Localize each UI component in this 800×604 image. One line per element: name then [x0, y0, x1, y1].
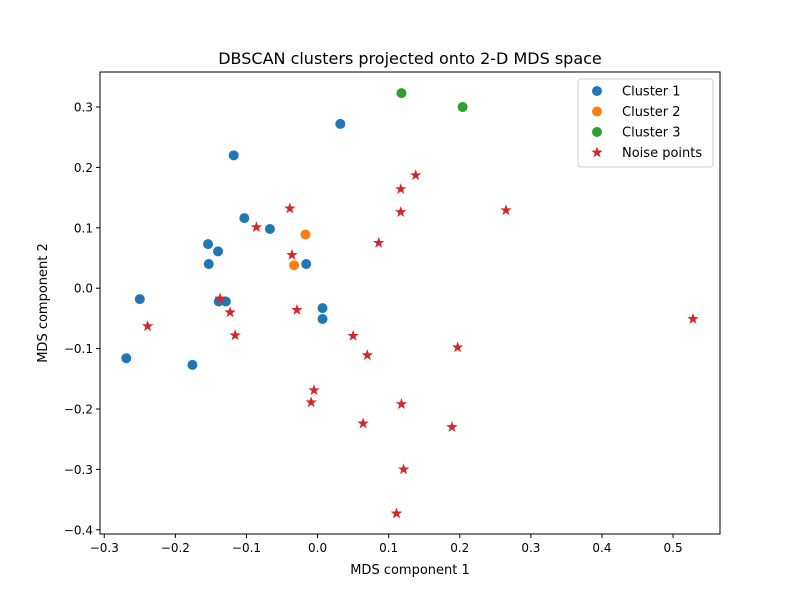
legend-marker — [591, 146, 603, 158]
point-noise-points-16 — [687, 313, 699, 324]
x-tick-label: 0.3 — [521, 541, 540, 555]
chart-title: DBSCAN clusters projected onto 2-D MDS s… — [218, 49, 602, 68]
point-cluster-1-5 — [213, 246, 224, 257]
x-tick-label: −0.3 — [90, 541, 119, 555]
point-cluster-1-6 — [203, 259, 214, 270]
x-tick-label: 0.2 — [450, 541, 469, 555]
point-noise-points-21 — [446, 421, 458, 432]
point-noise-points-3 — [500, 204, 512, 216]
point-cluster-2-1 — [289, 260, 300, 271]
point-noise-points-18 — [305, 396, 317, 408]
point-noise-points-12 — [291, 303, 303, 315]
point-noise-points-4 — [284, 202, 296, 214]
point-cluster-1-3 — [264, 224, 275, 235]
y-tick-label: −0.1 — [64, 342, 93, 356]
y-axis: −0.4 −0.3 −0.2 −0.1 0.0 0.1 0.2 0.3 — [64, 101, 100, 537]
point-noise-points-19 — [395, 398, 408, 410]
x-tick-label: 0.0 — [308, 541, 327, 555]
legend-marker — [592, 106, 602, 117]
point-noise-points-22 — [397, 463, 410, 475]
point-cluster-1-13 — [187, 359, 198, 370]
point-cluster-2-0 — [300, 229, 311, 240]
legend: Cluster 1 Cluster 2 Cluster 3 Noise points — [577, 78, 714, 168]
point-noise-points-15 — [451, 341, 464, 353]
point-noise-points-2 — [395, 206, 407, 217]
point-cluster-1-7 — [301, 259, 312, 270]
point-cluster-1-1 — [228, 150, 239, 161]
legend-entry: Cluster 1 — [622, 85, 681, 100]
point-cluster-1-10 — [220, 296, 231, 307]
point-noise-points-5 — [250, 221, 263, 233]
point-cluster-1-11 — [317, 303, 328, 314]
point-cluster-1-14 — [121, 353, 132, 364]
y-tick-label: 0.1 — [74, 221, 93, 235]
legend-entry: Cluster 2 — [622, 105, 681, 120]
legend-entry: Noise points — [622, 146, 702, 161]
point-noise-points-9 — [224, 306, 236, 318]
point-noise-points-14 — [361, 349, 374, 361]
point-cluster-1-2 — [239, 213, 250, 224]
legend-marker — [592, 86, 602, 96]
y-tick-label: 0.2 — [74, 161, 93, 175]
x-tick-label: −0.2 — [161, 541, 190, 555]
x-axis-label: MDS component 1 — [350, 563, 470, 578]
point-noise-points-6 — [373, 236, 385, 248]
y-tick-label: −0.4 — [64, 523, 93, 537]
legend-box — [577, 78, 714, 168]
point-noise-points-10 — [229, 329, 241, 341]
point-cluster-1-8 — [134, 294, 145, 305]
point-noise-points-8 — [214, 292, 226, 304]
point-cluster-1-12 — [317, 314, 328, 325]
point-noise-points-20 — [357, 417, 369, 429]
point-cluster-1-0 — [335, 118, 346, 129]
point-noise-points-13 — [347, 329, 359, 341]
point-noise-points-11 — [141, 320, 154, 332]
y-axis-label: MDS component 2 — [36, 243, 51, 363]
axes-frame — [99, 71, 721, 535]
y-tick-label: −0.2 — [64, 402, 93, 416]
legend-marker — [592, 127, 602, 137]
legend-entry: Cluster 3 — [622, 126, 681, 141]
point-cluster-1-4 — [203, 239, 214, 250]
plot-area — [121, 88, 699, 519]
x-axis: −0.3 −0.2 −0.1 0.0 0.1 0.2 0.3 0.4 0.5 — [90, 534, 683, 555]
point-noise-points-0 — [409, 169, 422, 181]
y-tick-label: −0.3 — [64, 463, 93, 477]
x-tick-label: 0.4 — [592, 541, 611, 555]
x-tick-label: −0.1 — [232, 541, 261, 555]
point-noise-points-7 — [286, 248, 298, 260]
y-tick-label: 0.3 — [74, 101, 93, 115]
y-tick-label: 0.0 — [74, 282, 93, 296]
point-noise-points-17 — [308, 384, 320, 396]
x-tick-label: 0.1 — [379, 541, 398, 555]
point-cluster-3-0 — [396, 88, 407, 99]
point-cluster-3-1 — [457, 102, 468, 113]
point-noise-points-23 — [390, 507, 403, 519]
x-tick-label: 0.5 — [664, 541, 683, 555]
point-noise-points-1 — [395, 183, 407, 195]
